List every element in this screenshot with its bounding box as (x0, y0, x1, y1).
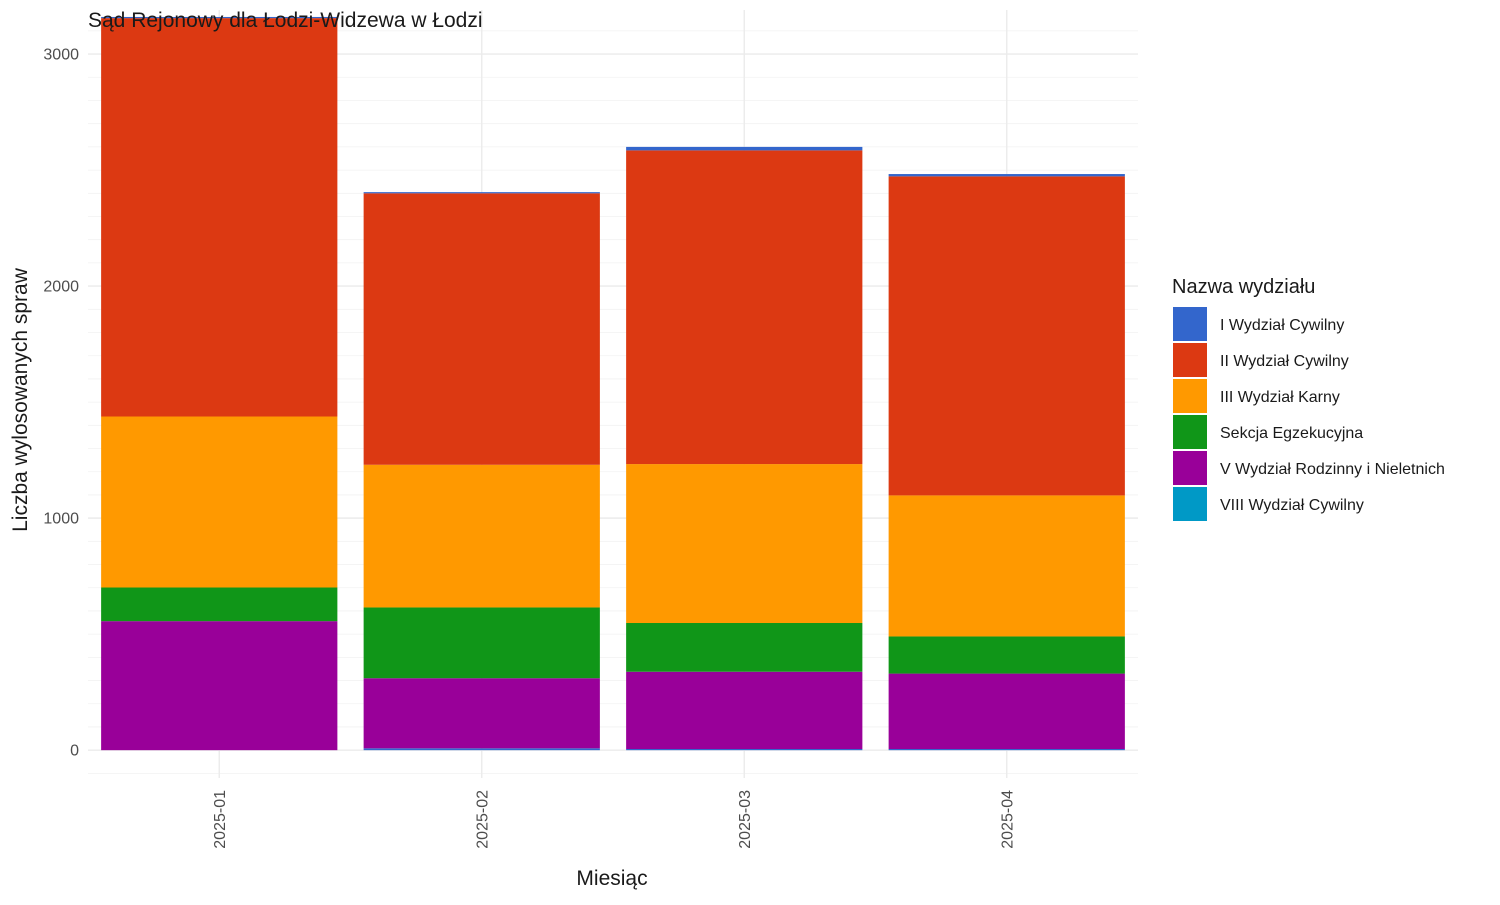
x-tick-label: 2025-02 (474, 790, 491, 849)
x-tick-label: 2025-01 (212, 790, 229, 849)
y-tick-label: 3000 (43, 47, 79, 64)
legend-swatch (1173, 307, 1207, 341)
legend-swatch (1173, 451, 1207, 485)
legend-label: VIII Wydział Cywilny (1220, 497, 1364, 514)
legend: Nazwa wydziału I Wydział Cywilny II Wydzi… (1172, 276, 1445, 521)
chart-title: Sąd Rejonowy dla Łodzi-Widzewa w Łodzi (88, 9, 483, 32)
bar-segment (626, 623, 863, 672)
bar-segment (363, 193, 600, 465)
legend-label: III Wydział Karny (1220, 389, 1340, 406)
legend-swatch (1173, 487, 1207, 521)
bar-segment (363, 464, 600, 608)
legend-label: II Wydział Cywilny (1220, 353, 1349, 370)
bar-segment (626, 748, 863, 751)
y-axis-title: Liczba wylosowanych spraw (9, 267, 32, 532)
bar-segment (363, 748, 600, 751)
y-tick-label: 1000 (43, 511, 79, 528)
bar-segment (888, 673, 1125, 749)
y-tick-label: 2000 (43, 279, 79, 296)
bar-segment (888, 495, 1125, 637)
bars-layer (101, 16, 1125, 751)
bar-segment (626, 146, 863, 151)
legend-swatch (1173, 379, 1207, 413)
legend-title: Nazwa wydziału (1172, 276, 1315, 298)
y-tick-label: 0 (70, 743, 79, 760)
legend-label: I Wydział Cywilny (1220, 317, 1344, 334)
bar-segment (101, 18, 338, 417)
bar-segment (101, 587, 338, 622)
bar-segment (626, 150, 863, 465)
bar-segment (101, 16, 338, 19)
bar-segment (626, 671, 863, 749)
x-tick-label: 2025-03 (737, 790, 754, 849)
bar-segment (363, 607, 600, 679)
legend-swatch (1173, 343, 1207, 377)
legend-swatch (1173, 415, 1207, 449)
bar-segment (888, 174, 1125, 177)
legend-label: Sekcja Egzekucyjna (1220, 425, 1363, 442)
x-tick-label: 2025-04 (999, 790, 1016, 849)
bar-segment (626, 464, 863, 624)
bar-segment (101, 416, 338, 588)
axis-layer: 0 1000 2000 3000 2025-01 2025-02 2025-03 2025-0… (43, 47, 1016, 849)
bar-segment (888, 176, 1125, 496)
legend-label: V Wydział Rodzinny i Nieletnich (1220, 461, 1445, 478)
bar-segment (888, 748, 1125, 751)
bar-segment (101, 621, 338, 751)
x-axis-title: Miesiąc (576, 867, 647, 890)
bar-segment (363, 678, 600, 749)
bar-segment (363, 192, 600, 194)
legend-items: I Wydział Cywilny II Wydział Cywilny III W… (1173, 307, 1445, 521)
bar-segment (888, 636, 1125, 674)
